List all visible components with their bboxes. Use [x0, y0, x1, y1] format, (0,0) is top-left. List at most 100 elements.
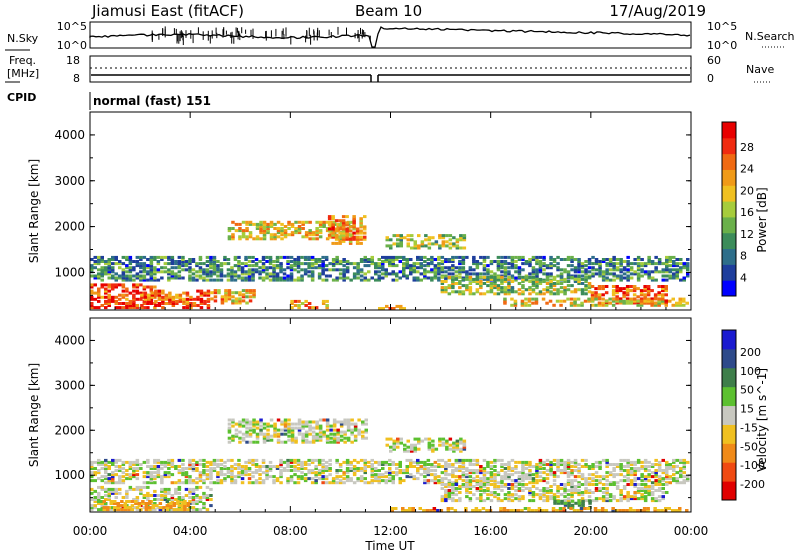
data-cell [513, 303, 518, 307]
data-cell [556, 262, 560, 266]
data-cell [135, 262, 140, 266]
data-cell [381, 268, 385, 272]
data-cell [675, 270, 679, 274]
data-cell [335, 477, 339, 481]
data-cell [268, 266, 273, 270]
data-cell [605, 471, 609, 475]
data-cell [619, 479, 623, 483]
data-cell [107, 465, 111, 468]
data-cell [472, 262, 476, 266]
data-cell [598, 262, 602, 266]
data-cell [156, 506, 161, 510]
data-cell [458, 270, 462, 274]
data-cell [447, 275, 452, 279]
data-cell [552, 288, 557, 292]
data-cell [231, 418, 235, 422]
data-cell [389, 244, 393, 248]
data-cell [468, 460, 473, 464]
data-cell [542, 280, 546, 283]
data-cell [198, 458, 203, 462]
data-cell [489, 493, 494, 497]
data-cell [486, 277, 490, 281]
data-cell [615, 266, 620, 270]
data-cell [410, 443, 414, 447]
data-cell [580, 270, 585, 274]
data-cell [276, 229, 281, 233]
data-cell [241, 420, 246, 424]
data-cell [475, 290, 480, 294]
data-cell [127, 508, 131, 512]
data-cell [125, 491, 129, 495]
data-cell [125, 469, 129, 472]
data-cell [296, 481, 301, 485]
nave-tick-bottom: 0 [707, 72, 714, 85]
data-cell [475, 463, 480, 466]
data-cell [381, 260, 385, 263]
data-cell [604, 303, 609, 307]
data-cell [510, 493, 515, 497]
data-cell [461, 292, 466, 296]
data-cell [458, 477, 462, 481]
data-cell [135, 467, 140, 470]
data-cell [594, 258, 599, 261]
data-cell [500, 463, 504, 466]
data-cell [434, 240, 439, 244]
data-cell [544, 509, 549, 512]
data-cell [230, 270, 234, 274]
data-cell [216, 463, 220, 466]
data-cell [396, 437, 400, 441]
data-cell [535, 274, 539, 278]
data-cell [419, 258, 423, 261]
data-cell [261, 262, 266, 266]
data-cell [503, 288, 508, 292]
data-cell [118, 467, 122, 470]
data-cell [643, 477, 648, 481]
data-cell [629, 463, 634, 466]
data-cell [331, 241, 335, 245]
data-cell [286, 463, 290, 466]
data-cell [542, 255, 546, 259]
data-cell [121, 302, 126, 305]
data-cell [331, 268, 336, 272]
data-cell [132, 289, 136, 293]
data-cell [217, 289, 221, 293]
data-cell [132, 469, 136, 472]
data-cell [446, 509, 451, 512]
data-cell [646, 285, 651, 288]
data-cell [287, 434, 291, 438]
data-cell [636, 258, 641, 261]
data-cell [608, 297, 612, 301]
data-cell [552, 483, 557, 486]
data-cell [440, 487, 445, 490]
data-cell [296, 264, 301, 268]
data-cell [370, 258, 374, 261]
data-cell [447, 463, 452, 466]
data-cell [538, 479, 543, 483]
data-cell [517, 471, 522, 475]
data-cell [569, 303, 574, 307]
data-cell [496, 260, 501, 263]
data-cell [174, 491, 178, 495]
data-cell [549, 284, 553, 288]
data-cell [205, 498, 210, 501]
data-cell [573, 270, 578, 274]
data-cell [359, 225, 363, 229]
data-cell [629, 285, 633, 288]
data-cell [359, 241, 363, 245]
data-cell [654, 262, 658, 266]
colorbar-tick-label: 15 [740, 403, 754, 416]
data-cell [234, 428, 239, 432]
data-cell [622, 497, 627, 501]
data-cell [275, 266, 280, 270]
data-cell [675, 268, 679, 272]
data-cell [255, 440, 260, 444]
data-cell [668, 258, 672, 261]
data-cell [661, 274, 665, 278]
data-cell [424, 244, 428, 248]
data-cell [500, 280, 504, 283]
data-cell [259, 222, 263, 226]
data-cell [163, 262, 168, 266]
data-cell [109, 502, 113, 505]
data-cell [580, 493, 585, 497]
data-cell [324, 475, 329, 479]
